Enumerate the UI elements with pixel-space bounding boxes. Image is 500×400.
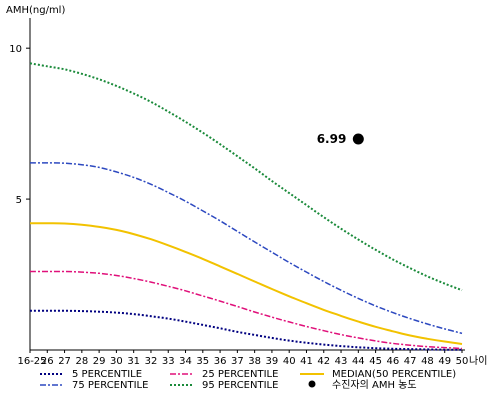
series-line-3 xyxy=(30,222,463,345)
y-ticks: 5 10 xyxy=(9,44,30,206)
x-tick-label: 40 xyxy=(283,356,296,367)
y-tick-label: 10 xyxy=(9,44,22,55)
x-tick-label: 47 xyxy=(404,356,417,367)
x-axis-label: 나이 xyxy=(469,355,487,367)
x-tick-label: 48 xyxy=(421,356,434,367)
series-line-4 xyxy=(29,162,463,335)
legend-point-marker xyxy=(308,380,316,388)
x-tick-label: 35 xyxy=(196,356,209,367)
x-tick-label: 41 xyxy=(300,356,313,367)
x-tick-label: 31 xyxy=(127,356,140,367)
legend-label-2: 25 PERCENTILE xyxy=(202,369,278,380)
legend-label-5: 95 PERCENTILE xyxy=(202,380,278,391)
legend-label-1: 5 PERCENTILE xyxy=(72,369,142,380)
x-tick-label: 46 xyxy=(387,356,400,367)
x-tick-label: 36 xyxy=(214,356,227,367)
series-line-1 xyxy=(30,309,462,351)
x-tick-label: 29 xyxy=(93,356,106,367)
patient-amh-point xyxy=(352,133,364,145)
x-tick-label: 33 xyxy=(162,356,175,367)
x-tick-label: 50 xyxy=(456,356,469,367)
x-tick-label: 16-25 xyxy=(17,356,46,367)
legend-label-4: 75 PERCENTILE xyxy=(72,380,148,391)
x-tick-label: 42 xyxy=(317,356,330,367)
x-tick-label: 49 xyxy=(438,356,451,367)
x-tick-label: 37 xyxy=(231,356,244,367)
y-tick-label: 5 xyxy=(16,195,22,206)
series-layer xyxy=(29,62,463,351)
x-tick-label: 28 xyxy=(75,356,88,367)
x-tick-label: 34 xyxy=(179,356,192,367)
x-tick-label: 38 xyxy=(248,356,261,367)
y-axis-label: AMH(ng/ml) xyxy=(6,5,65,16)
legend-label-3: MEDIAN(50 PERCENTILE) xyxy=(332,369,456,380)
series-line-5 xyxy=(29,62,463,292)
point-layer: 6.99 xyxy=(317,132,364,146)
x-tick-label: 43 xyxy=(335,356,348,367)
legend-point-label: 수진자의 AMH 농도 xyxy=(332,379,417,391)
x-tick-label: 30 xyxy=(110,356,123,367)
x-tick-label: 26 xyxy=(41,356,54,367)
x-tick-label: 27 xyxy=(58,356,71,367)
x-tick-label: 32 xyxy=(145,356,158,367)
legend: 5 PERCENTILE 25 PERCENTILE MEDIAN(50 PERCE… xyxy=(40,369,456,391)
x-tick-label: 39 xyxy=(266,356,279,367)
x-tick-label: 44 xyxy=(352,356,365,367)
patient-amh-label: 6.99 xyxy=(317,132,347,146)
x-tick-label: 45 xyxy=(369,356,382,367)
series-line-2 xyxy=(29,270,463,350)
